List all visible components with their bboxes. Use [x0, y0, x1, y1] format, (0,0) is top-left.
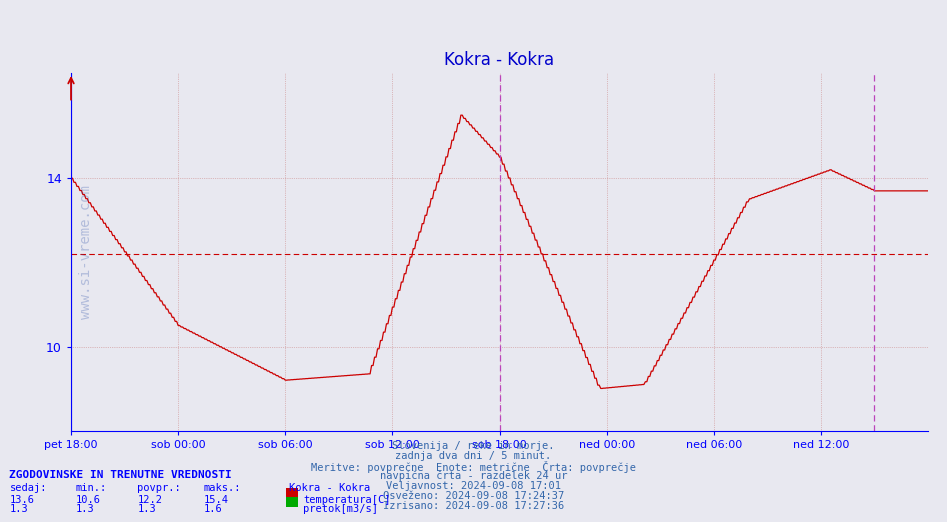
Text: 15.4: 15.4	[204, 495, 228, 505]
Text: zadnja dva dni / 5 minut.: zadnja dva dni / 5 minut.	[396, 451, 551, 461]
Text: ZGODOVINSKE IN TRENUTNE VREDNOSTI: ZGODOVINSKE IN TRENUTNE VREDNOSTI	[9, 470, 232, 480]
Title: Kokra - Kokra: Kokra - Kokra	[444, 51, 555, 69]
Text: temperatura[C]: temperatura[C]	[303, 495, 390, 505]
Text: 1.3: 1.3	[9, 504, 28, 514]
Text: maks.:: maks.:	[204, 483, 241, 493]
Text: Slovenija / reke in morje.: Slovenija / reke in morje.	[392, 441, 555, 451]
Text: 1.6: 1.6	[204, 504, 223, 514]
Text: sedaj:: sedaj:	[9, 483, 47, 493]
Text: Meritve: povprečne  Enote: metrične  Črta: povprečje: Meritve: povprečne Enote: metrične Črta:…	[311, 461, 636, 473]
Text: navpična črta - razdelek 24 ur: navpična črta - razdelek 24 ur	[380, 471, 567, 481]
Text: Osveženo: 2024-09-08 17:24:37: Osveženo: 2024-09-08 17:24:37	[383, 491, 564, 501]
Text: 1.3: 1.3	[137, 504, 156, 514]
Text: min.:: min.:	[76, 483, 107, 493]
Text: Izrisano: 2024-09-08 17:27:36: Izrisano: 2024-09-08 17:27:36	[383, 501, 564, 511]
Text: pretok[m3/s]: pretok[m3/s]	[303, 504, 378, 514]
Text: 1.3: 1.3	[76, 504, 95, 514]
Text: www.si-vreme.com: www.si-vreme.com	[80, 185, 94, 319]
Text: Kokra - Kokra: Kokra - Kokra	[289, 483, 370, 493]
Text: povpr.:: povpr.:	[137, 483, 181, 493]
Text: Veljavnost: 2024-09-08 17:01: Veljavnost: 2024-09-08 17:01	[386, 481, 561, 491]
Text: 13.6: 13.6	[9, 495, 34, 505]
Text: 10.6: 10.6	[76, 495, 100, 505]
Text: 12.2: 12.2	[137, 495, 162, 505]
